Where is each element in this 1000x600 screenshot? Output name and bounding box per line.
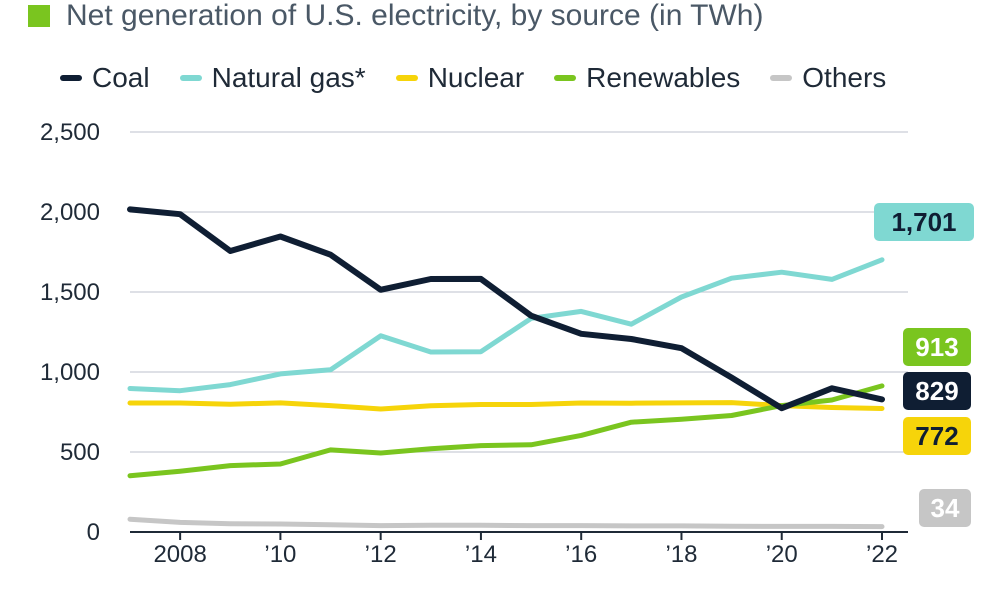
end-label-natural-gas: 1,701 (891, 207, 956, 237)
chart-title: Net generation of U.S. electricity, by s… (66, 0, 764, 32)
x-tick-label: ’20 (766, 541, 798, 568)
series-line-nuclear (127, 400, 885, 412)
y-tick-label: 2,000 (40, 199, 100, 226)
title-row: Net generation of U.S. electricity, by s… (28, 0, 764, 34)
end-label-nuclear: 772 (915, 421, 958, 451)
series-line-others (127, 516, 885, 530)
legend-swatch (179, 75, 202, 81)
end-label-renewables: 913 (915, 332, 958, 362)
legend-item-renewables: Renewables (554, 62, 740, 94)
legend-swatch (554, 75, 577, 81)
legend-item-coal: Coal (60, 62, 150, 94)
x-tick-label: ’10 (264, 541, 296, 568)
x-tick-label: ’22 (866, 541, 898, 568)
end-label-box-renewables (903, 328, 971, 366)
end-label-others: 34 (931, 493, 960, 523)
legend-label: Renewables (586, 62, 741, 93)
series-line-renewables (127, 383, 885, 479)
title-accent-square (28, 5, 50, 27)
legend-swatch (770, 75, 793, 81)
y-tick-label: 0 (87, 519, 100, 546)
legend: Coal Natural gas* Nuclear Renewables Others (60, 58, 886, 98)
end-label-box-nuclear (903, 417, 971, 455)
legend-item-nuclear: Nuclear (395, 62, 525, 94)
x-tick-label: ’18 (665, 541, 697, 568)
legend-label: Nuclear (427, 62, 525, 93)
end-label-box-coal (903, 372, 971, 410)
legend-label: Coal (92, 62, 150, 93)
end-label-box-natural-gas (874, 203, 974, 241)
legend-label: Natural gas* (211, 62, 366, 93)
legend-item-natural-gas: Natural gas* (179, 62, 366, 94)
y-tick-label: 500 (60, 439, 100, 466)
series-line-coal (127, 206, 885, 412)
x-tick-label: ’16 (565, 541, 597, 568)
end-label-coal: 829 (915, 376, 958, 406)
legend-swatch (60, 75, 82, 81)
y-tick-label: 1,500 (40, 279, 100, 306)
x-tick-label: ’12 (365, 541, 397, 568)
end-label-box-others (919, 489, 971, 527)
y-tick-label: 1,000 (40, 359, 100, 386)
x-tick-label: ’14 (465, 541, 497, 568)
y-tick-label: 2,500 (40, 119, 100, 146)
legend-swatch (395, 75, 418, 81)
legend-item-others: Others (770, 62, 886, 94)
x-tick-label: 2008 (153, 541, 206, 568)
legend-label: Others (802, 62, 887, 93)
series-line-natural-gas (127, 257, 885, 394)
